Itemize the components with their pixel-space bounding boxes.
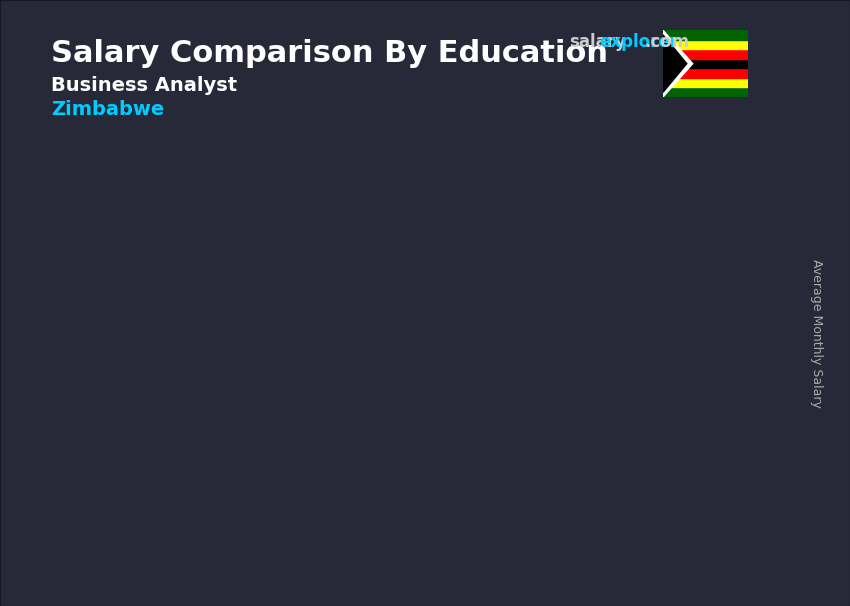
Text: 379,000 ZWD: 379,000 ZWD: [637, 182, 728, 195]
Bar: [524, 280, 532, 533]
Bar: [123, 385, 200, 533]
Bar: [293, 359, 370, 533]
Text: +31%: +31%: [551, 87, 622, 107]
Text: Certificate or
Diploma: Certificate or Diploma: [277, 558, 386, 590]
Text: .com: .com: [644, 33, 689, 52]
Bar: [663, 68, 748, 78]
Bar: [354, 359, 362, 533]
Polygon shape: [663, 35, 687, 92]
Bar: [663, 59, 748, 68]
Text: High School: High School: [112, 558, 211, 573]
Bar: [463, 280, 540, 533]
Bar: [293, 359, 370, 365]
Bar: [694, 202, 702, 533]
Bar: [633, 202, 710, 533]
Text: Zimbabwe: Zimbabwe: [51, 100, 164, 119]
Bar: [663, 40, 748, 49]
Bar: [299, 359, 310, 533]
Text: 200,000 ZWD: 200,000 ZWD: [297, 339, 388, 351]
Text: Business Analyst: Business Analyst: [51, 76, 237, 95]
Bar: [663, 78, 748, 87]
Text: salary: salary: [570, 33, 626, 52]
Bar: [123, 385, 200, 391]
Text: Salary Comparison By Education: Salary Comparison By Education: [51, 39, 608, 68]
Bar: [663, 30, 748, 40]
Polygon shape: [663, 30, 693, 97]
Text: +45%: +45%: [381, 176, 452, 196]
Bar: [463, 280, 540, 290]
Bar: [663, 87, 748, 97]
Text: explorer: explorer: [599, 33, 678, 52]
Text: Average Monthly Salary: Average Monthly Salary: [809, 259, 823, 408]
Bar: [633, 202, 710, 215]
Bar: [184, 385, 192, 533]
Bar: [129, 385, 140, 533]
Bar: [639, 202, 650, 533]
Bar: [469, 280, 480, 533]
Text: Master's
Degree: Master's Degree: [636, 558, 707, 590]
Text: +18%: +18%: [211, 267, 282, 287]
Text: Bachelor's
Degree: Bachelor's Degree: [459, 558, 544, 590]
Text: 170,000 ZWD: 170,000 ZWD: [127, 365, 218, 378]
Text: 290,000 ZWD: 290,000 ZWD: [467, 260, 558, 273]
Bar: [663, 49, 748, 59]
